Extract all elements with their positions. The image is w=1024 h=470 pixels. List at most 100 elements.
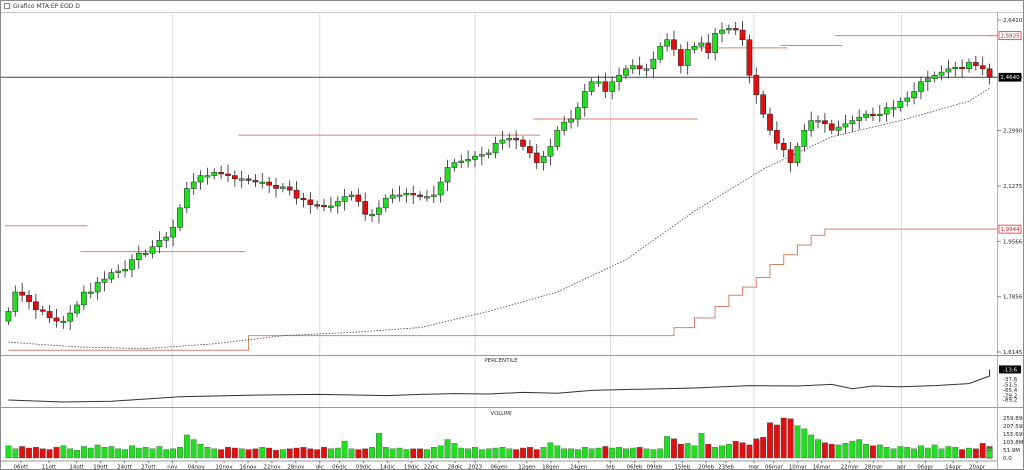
volume-bar-up[interactable] <box>547 442 554 459</box>
candle-up[interactable] <box>430 194 437 197</box>
candle-up[interactable] <box>135 252 142 260</box>
candle-down[interactable] <box>527 146 533 154</box>
candle-up[interactable] <box>595 81 602 84</box>
candle-up[interactable] <box>924 78 931 83</box>
volume-bar-down[interactable] <box>225 447 231 459</box>
candle-up[interactable] <box>472 155 478 160</box>
candle-up[interactable] <box>485 152 492 155</box>
candle-down[interactable] <box>286 186 293 191</box>
candle-down[interactable] <box>753 75 760 95</box>
candle-up[interactable] <box>938 71 945 76</box>
volume-bar-up[interactable] <box>142 447 149 459</box>
candle-down[interactable] <box>293 189 300 199</box>
volume-bar-down[interactable] <box>53 447 60 459</box>
candle-up[interactable] <box>369 214 375 217</box>
candle-down[interactable] <box>53 317 60 322</box>
volume-bar-up[interactable] <box>918 445 924 459</box>
candle-down[interactable] <box>314 204 321 207</box>
candle-up[interactable] <box>835 126 842 131</box>
candle-down[interactable] <box>986 68 993 78</box>
volume-bar-up[interactable] <box>67 448 74 459</box>
volume-bar-down[interactable] <box>705 443 712 459</box>
candle-up[interactable] <box>931 75 938 79</box>
volume-bar-down[interactable] <box>355 449 362 459</box>
volume-bar-up[interactable] <box>856 439 863 459</box>
candle-up[interactable] <box>794 146 801 163</box>
candle-down[interactable] <box>252 180 259 183</box>
candle-up[interactable] <box>588 81 595 92</box>
candle-up[interactable] <box>12 291 19 312</box>
volume-bar-up[interactable] <box>177 447 183 459</box>
candle-up[interactable] <box>101 278 108 283</box>
candle-up[interactable] <box>389 194 396 199</box>
candle-down[interactable] <box>705 42 712 53</box>
volume-bar-up[interactable] <box>485 448 492 459</box>
volume-bar-up[interactable] <box>616 447 622 459</box>
candle-up[interactable] <box>376 207 382 215</box>
volume-bar-up[interactable] <box>149 448 156 459</box>
volume-bar-up[interactable] <box>437 445 444 459</box>
candle-up[interactable] <box>334 201 341 207</box>
volume-bar-up[interactable] <box>623 448 629 459</box>
candle-up[interactable] <box>424 196 430 199</box>
candle-up[interactable] <box>629 65 636 70</box>
candle-up[interactable] <box>122 269 128 272</box>
volume-bar-down[interactable] <box>362 448 369 459</box>
candle-up[interactable] <box>643 68 650 71</box>
volume-bar-up[interactable] <box>684 443 691 459</box>
volume-bar-down[interactable] <box>513 449 520 459</box>
volume-bar-down[interactable] <box>286 448 293 459</box>
volume-bar-up[interactable] <box>876 444 883 459</box>
candle-down[interactable] <box>870 113 876 116</box>
volume-bar-up[interactable] <box>74 450 80 459</box>
candle-up[interactable] <box>650 58 657 70</box>
volume-bar-down[interactable] <box>959 449 966 459</box>
volume-bar-up[interactable] <box>643 448 650 459</box>
candle-down[interactable] <box>787 149 794 163</box>
volume-bar-up[interactable] <box>465 448 472 459</box>
volume-bar-up[interactable] <box>561 448 568 459</box>
volume-bar-up[interactable] <box>629 447 636 459</box>
volume-bar-down[interactable] <box>300 447 307 459</box>
volume-bar-down[interactable] <box>979 443 986 459</box>
volume-bar-down[interactable] <box>773 424 780 459</box>
volume-bar-down[interactable] <box>293 447 300 459</box>
candle-down[interactable] <box>307 199 314 205</box>
candle-up[interactable] <box>876 113 883 116</box>
volume-bar-down[interactable] <box>739 442 746 459</box>
volume-bar-up[interactable] <box>849 440 856 459</box>
candle-up[interactable] <box>149 246 156 254</box>
candle-up[interactable] <box>609 81 616 92</box>
volume-bar-up[interactable] <box>890 448 897 459</box>
volume-bar-down[interactable] <box>753 438 760 459</box>
candle-down[interactable] <box>780 142 787 150</box>
volume-bar-down[interactable] <box>231 447 238 459</box>
candle-down[interactable] <box>355 194 362 202</box>
volume-bar-up[interactable] <box>664 436 670 459</box>
candle-down[interactable] <box>362 201 369 215</box>
volume-bar-down[interactable] <box>533 449 540 459</box>
volume-bar-up[interactable] <box>801 428 808 459</box>
candle-up[interactable] <box>657 45 664 60</box>
volume-bar-up[interactable] <box>588 448 595 459</box>
volume-bar-up[interactable] <box>135 447 142 459</box>
volume-bar-down[interactable] <box>732 440 739 459</box>
candle-up[interactable] <box>725 28 732 31</box>
volume-bar-up[interactable] <box>966 447 972 459</box>
candle-up[interactable] <box>280 186 286 189</box>
volume-bar-down[interactable] <box>19 446 26 459</box>
volume-bar-up[interactable] <box>430 447 437 459</box>
volume-bar-up[interactable] <box>396 447 403 459</box>
volume-bar-up[interactable] <box>183 434 190 459</box>
candle-up[interactable] <box>911 91 917 99</box>
candle-up[interactable] <box>437 181 444 196</box>
volume-bar-up[interactable] <box>238 448 245 459</box>
volume-bar-up[interactable] <box>12 448 19 459</box>
volume-bar-up[interactable] <box>211 448 218 459</box>
volume-bar-up[interactable] <box>575 449 581 459</box>
volume-bar-down[interactable] <box>787 418 794 459</box>
candle-up[interactable] <box>815 120 821 123</box>
candle-up[interactable] <box>883 107 890 115</box>
price-panel[interactable] <box>1 20 997 351</box>
volume-bar-up[interactable] <box>328 448 334 459</box>
